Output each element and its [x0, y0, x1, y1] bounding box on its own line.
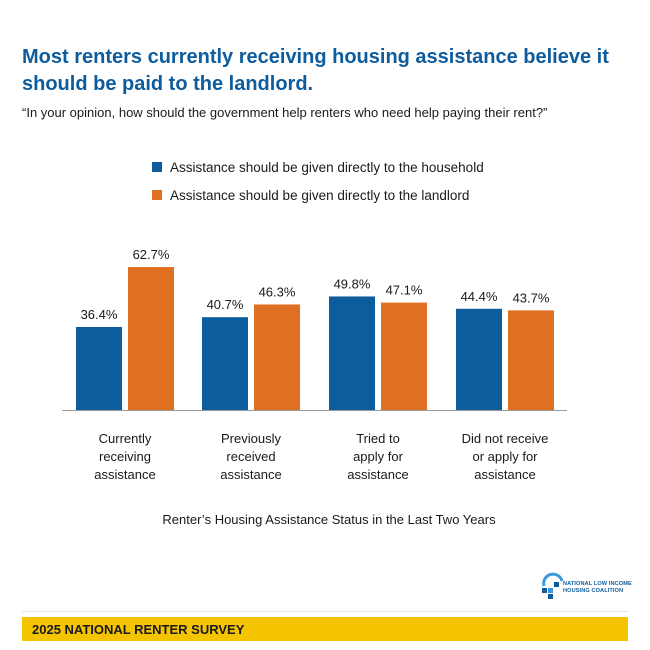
- chart-subtitle: “In your opinion, how should the governm…: [22, 105, 548, 120]
- bar-landlord-1: [254, 304, 300, 410]
- house-logo-icon: [542, 572, 564, 599]
- bar-household-3: [456, 308, 502, 410]
- category-label-1: Previously received assistance: [191, 430, 311, 484]
- data-label-landlord-1: 46.3%: [259, 284, 296, 299]
- bar-landlord-0: [128, 267, 174, 410]
- data-label-household-2: 49.8%: [334, 276, 371, 291]
- footer-label: 2025 NATIONAL RENTER SURVEY: [32, 621, 245, 637]
- bar-household-0: [76, 327, 122, 410]
- category-label-line: Previously: [221, 431, 281, 446]
- logo-text-line2: HOUSING COALITION: [563, 588, 624, 594]
- bar-landlord-2: [381, 302, 427, 410]
- bar-chart: 36.4% 62.7% 40.7% 46.3% 49.8% 47.1% 44.4% 43.7%: [62, 247, 567, 411]
- footer-divider: [22, 611, 628, 612]
- category-label-line: assistance: [220, 467, 282, 482]
- bar-household-1: [202, 317, 248, 410]
- legend: Assistance should be given directly to t…: [152, 158, 484, 214]
- legend-item-landlord: Assistance should be given directly to t…: [152, 186, 484, 204]
- legend-label-household: Assistance should be given directly to t…: [170, 159, 484, 175]
- category-label-line: Currently: [98, 431, 152, 446]
- legend-swatch-household: [152, 162, 162, 172]
- data-label-landlord-0: 62.7%: [133, 247, 170, 262]
- logo-text-line1: NATIONAL LOW INCOME: [563, 581, 632, 587]
- category-label-line: assistance: [94, 467, 156, 482]
- data-label-landlord-2: 47.1%: [386, 283, 423, 298]
- data-label-household-3: 44.4%: [461, 289, 498, 304]
- data-label-household-1: 40.7%: [207, 297, 244, 312]
- bar-landlord-3: [508, 310, 554, 410]
- category-label-0: Currently receiving assistance: [65, 430, 185, 484]
- category-label-line: or apply for: [472, 449, 538, 464]
- category-label-line: Tried to: [356, 431, 400, 446]
- category-label-line: Did not receive: [461, 431, 549, 446]
- chart-title: Most renters currently receiving housing…: [22, 46, 609, 95]
- legend-label-landlord: Assistance should be given directly to t…: [170, 187, 470, 203]
- legend-item-household: Assistance should be given directly to t…: [152, 158, 484, 176]
- x-axis-label: Renter’s Housing Assistance Status in th…: [162, 512, 496, 527]
- category-label-2: Tried to apply for assistance: [318, 430, 438, 484]
- category-label-line: assistance: [347, 467, 409, 482]
- category-label-3: Did not receive or apply for assistance: [445, 430, 565, 484]
- footer-banner: 2025 NATIONAL RENTER SURVEY: [22, 617, 628, 641]
- bar-household-2: [329, 296, 375, 410]
- category-label-line: received: [226, 449, 276, 464]
- category-label-line: apply for: [353, 449, 403, 464]
- category-label-line: receiving: [98, 449, 152, 464]
- nlihc-logo: NATIONAL LOW INCOME HOUSING COALITION: [540, 572, 640, 606]
- category-label-line: assistance: [474, 467, 536, 482]
- legend-swatch-landlord: [152, 190, 162, 200]
- data-label-household-0: 36.4%: [81, 307, 118, 322]
- data-label-landlord-3: 43.7%: [513, 290, 550, 305]
